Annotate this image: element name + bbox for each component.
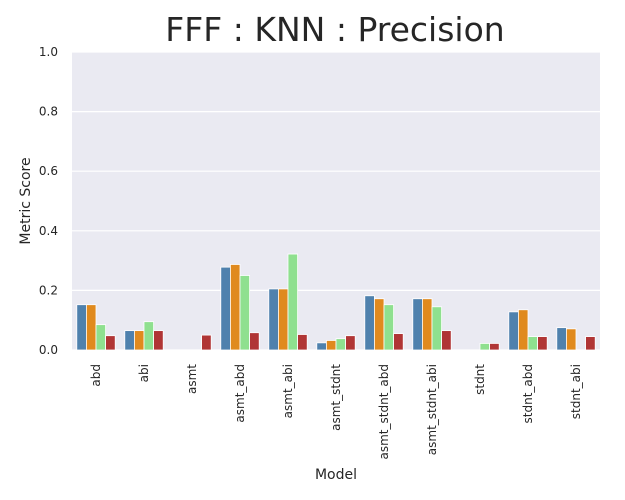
- bar-asmt_abd-s2: [239, 275, 251, 351]
- y-tick-label: 0.0: [39, 343, 58, 357]
- bar-asmt-s3: [201, 334, 212, 351]
- bar-asmt_abi-s2: [287, 253, 299, 351]
- bar-stdnt-s2: [479, 343, 491, 351]
- y-tick-labels: 0.0 0.2 0.4 0.6 0.8 1.0: [39, 45, 58, 357]
- x-tick-label: asmt_stdnt_abi: [425, 364, 439, 455]
- bar-abi-s3: [153, 330, 164, 351]
- bar-asmt_abi-s1: [277, 288, 289, 351]
- bar-stdnt_abd-s3: [537, 336, 548, 351]
- bar-abi-s0: [124, 330, 135, 351]
- x-axis-label: Model: [315, 467, 357, 483]
- bar-asmt_stdnt_abi-s2: [431, 306, 443, 351]
- y-tick-label: 0.2: [39, 283, 58, 297]
- x-tick-labels: abd abi asmt asmt_abd asmt_abi asmt_stdnt asmt…: [89, 364, 583, 460]
- x-tick-label: stdnt: [473, 364, 487, 395]
- bar-abi-s2: [143, 321, 155, 351]
- bar-asmt_abi-s0: [268, 288, 279, 351]
- bar-stdnt-s3: [489, 343, 500, 351]
- bar-asmt_stdnt-s1: [325, 340, 337, 351]
- bar-abd-s3: [105, 335, 116, 351]
- chart-title: FFF : KNN : Precision: [165, 10, 505, 49]
- y-tick-label: 0.4: [39, 224, 58, 238]
- bar-abd-s2: [95, 324, 107, 351]
- x-tick-label: abd: [89, 364, 103, 387]
- bar-stdnt_abi-s1: [566, 328, 577, 351]
- x-tick-label: asmt_abd: [233, 364, 247, 423]
- bar-asmt_stdnt_abi-s3: [441, 330, 452, 351]
- bar-abi-s1: [133, 330, 145, 351]
- y-axis-label: Metric Score: [18, 157, 34, 244]
- y-tick-label: 0.6: [39, 164, 58, 178]
- x-tick-label: asmt: [185, 364, 199, 394]
- x-tick-label: stdnt_abi: [569, 364, 583, 419]
- bar-asmt_stdnt-s2: [335, 338, 347, 351]
- x-tick-label: asmt_abi: [281, 364, 295, 418]
- y-tick-label: 1.0: [39, 45, 58, 59]
- bars: [76, 253, 596, 351]
- bar-asmt_stdnt_abd-s0: [364, 295, 375, 351]
- bar-asmt_stdnt_abd-s2: [383, 304, 395, 351]
- bar-asmt_stdnt-s0: [316, 342, 327, 351]
- bar-asmt_abd-s3: [249, 332, 260, 351]
- bar-stdnt_abd-s1: [518, 309, 529, 351]
- bar-stdnt_abi-s3: [585, 336, 596, 351]
- bar-asmt_stdnt_abd-s1: [373, 298, 385, 351]
- bar-asmt_abd-s1: [229, 264, 241, 351]
- bar-abd-s0: [76, 304, 87, 351]
- bar-asmt_stdnt_abi-s0: [412, 298, 423, 351]
- bar-asmt_stdnt_abi-s1: [421, 298, 433, 351]
- bar-stdnt_abd-s2: [527, 336, 539, 351]
- bar-asmt_stdnt_abd-s3: [393, 333, 404, 351]
- plot-area: [72, 52, 600, 350]
- x-tick-label: stdnt_abd: [521, 364, 535, 423]
- bar-asmt_abd-s0: [220, 266, 231, 351]
- bar-asmt_stdnt-s3: [345, 335, 356, 351]
- bar-stdnt_abd-s0: [508, 311, 519, 351]
- x-tick-label: abi: [137, 364, 151, 382]
- bar-abd-s1: [86, 304, 97, 351]
- x-tick-label: asmt_stdnt: [329, 364, 343, 431]
- y-tick-label: 0.8: [39, 105, 58, 119]
- bar-stdnt_abi-s0: [556, 327, 567, 351]
- x-tick-label: asmt_stdnt_abd: [377, 364, 391, 459]
- bar-asmt_abi-s3: [297, 334, 308, 351]
